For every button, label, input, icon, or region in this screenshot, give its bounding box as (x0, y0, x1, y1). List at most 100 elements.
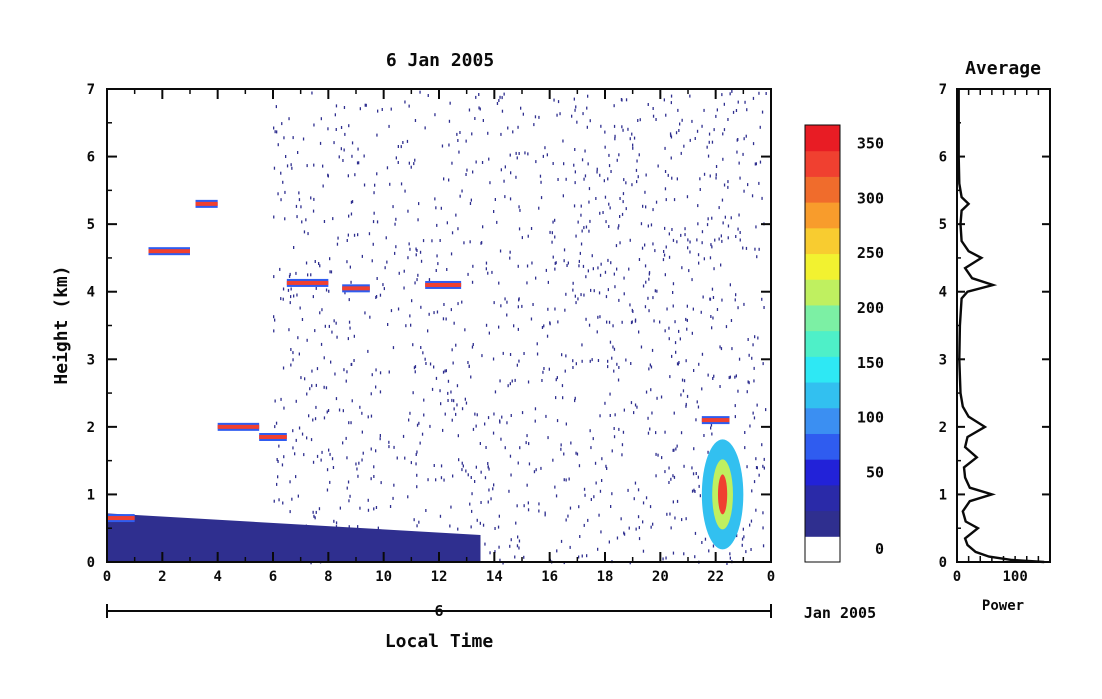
noise-speckle (509, 382, 511, 386)
noise-speckle (509, 197, 512, 201)
noise-speckle (441, 144, 444, 148)
noise-speckle (375, 385, 377, 389)
noise-speckle (680, 151, 682, 155)
noise-speckle (574, 294, 576, 298)
noise-speckle (517, 305, 519, 309)
noise-speckle (675, 447, 677, 451)
noise-speckle (452, 361, 454, 365)
noise-speckle (504, 195, 506, 199)
noise-speckle (556, 549, 558, 553)
heatmap-background (107, 89, 771, 562)
noise-speckle (508, 489, 510, 493)
noise-speckle (394, 251, 396, 255)
noise-speckle (351, 154, 353, 158)
noise-speckle (623, 292, 625, 296)
noise-speckle (436, 254, 438, 258)
noise-speckle (565, 292, 567, 296)
colorbar-swatches (805, 125, 840, 563)
noise-speckle (588, 200, 590, 204)
noise-speckle (468, 364, 470, 368)
noise-speckle (412, 343, 414, 347)
noise-speckle (303, 453, 305, 457)
noise-speckle (738, 213, 740, 217)
noise-speckle (574, 399, 576, 403)
noise-speckle (541, 326, 544, 329)
noise-speckle (475, 465, 477, 469)
noise-speckle (522, 112, 524, 116)
noise-speckle (608, 164, 611, 168)
average-y-tick-label: 4 (939, 285, 947, 301)
noise-speckle (283, 136, 285, 140)
noise-speckle (282, 180, 284, 184)
noise-speckle (721, 198, 724, 202)
colorbar-swatch (805, 202, 840, 229)
noise-speckle (363, 183, 366, 187)
noise-speckle (409, 314, 411, 318)
noise-speckle (528, 442, 530, 446)
noise-speckle (744, 446, 746, 450)
noise-speckle (298, 426, 301, 430)
noise-speckle (513, 324, 515, 328)
noise-speckle (625, 98, 628, 102)
noise-speckle (367, 349, 369, 353)
noise-speckle (610, 505, 612, 508)
noise-speckle (509, 353, 512, 356)
noise-speckle (594, 461, 597, 465)
noise-speckle (346, 486, 348, 490)
echo-layer (107, 516, 135, 521)
noise-speckle (520, 106, 522, 110)
noise-speckle (642, 204, 644, 208)
noise-speckle (755, 225, 757, 229)
noise-speckle (762, 544, 765, 548)
noise-speckle (503, 92, 505, 96)
noise-speckle (375, 449, 377, 453)
noise-speckle (472, 343, 474, 346)
noise-speckle (583, 487, 586, 491)
noise-speckle (481, 241, 483, 245)
noise-speckle (289, 510, 291, 514)
echo-layer (195, 201, 218, 206)
noise-speckle (560, 447, 562, 451)
noise-speckle (397, 145, 399, 148)
noise-speckle (455, 343, 457, 347)
noise-speckle (329, 452, 331, 456)
noise-speckle (668, 466, 670, 470)
noise-speckle (563, 452, 565, 456)
noise-speckle (581, 359, 583, 363)
colorbar-swatch (805, 279, 840, 306)
noise-speckle (569, 545, 571, 549)
noise-speckle (498, 325, 500, 329)
noise-speckle (345, 436, 347, 440)
noise-speckle (356, 161, 359, 165)
noise-speckle (749, 424, 751, 428)
noise-speckle (673, 448, 675, 452)
noise-speckle (280, 171, 282, 175)
noise-speckle (681, 518, 683, 522)
colorbar: 0 50 100 150 200 250 300 350 (804, 124, 884, 563)
noise-speckle (708, 132, 711, 136)
noise-speckle (676, 240, 678, 244)
noise-speckle (472, 427, 475, 431)
noise-speckle (423, 398, 425, 402)
noise-speckle (676, 444, 678, 448)
noise-speckle (345, 379, 347, 383)
noise-speckle (326, 468, 329, 472)
noise-speckle (394, 222, 396, 226)
noise-speckle (527, 508, 530, 512)
noise-speckle (563, 162, 565, 166)
colorbar-tick-label: 350 (857, 134, 884, 152)
noise-speckle (534, 419, 536, 423)
noise-speckle (549, 322, 551, 326)
noise-speckle (761, 110, 764, 114)
noise-speckle (540, 466, 542, 470)
noise-speckle (299, 306, 301, 310)
noise-speckle (542, 370, 544, 374)
noise-speckle (752, 96, 755, 100)
noise-speckle (691, 489, 694, 493)
noise-speckle (451, 231, 454, 235)
noise-speckle (712, 316, 714, 320)
colorbar-swatch (805, 227, 840, 255)
noise-speckle (281, 122, 283, 126)
noise-speckle (538, 206, 540, 210)
